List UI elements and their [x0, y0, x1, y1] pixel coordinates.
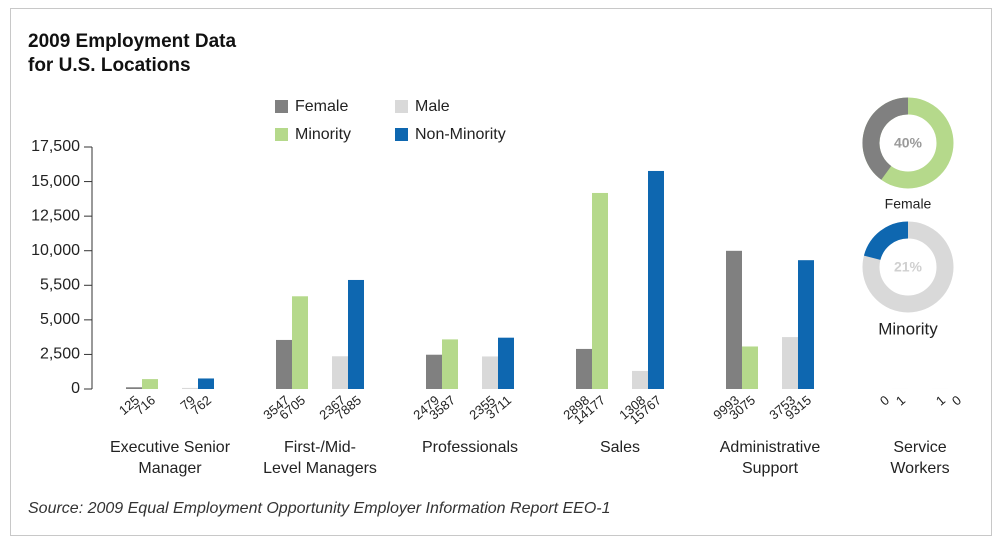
bar: [276, 339, 292, 389]
bar: [182, 387, 198, 389]
bar: [142, 379, 158, 389]
legend-swatch: [275, 100, 288, 113]
bar: [426, 354, 442, 389]
bar: [726, 250, 742, 389]
bar: [782, 337, 798, 389]
value-label: 0: [949, 392, 964, 408]
x-tick-label: Executive Senior Manager: [109, 439, 231, 477]
donut-title: Female: [885, 196, 932, 212]
legend-label: Non-Minority: [415, 126, 506, 143]
bar: [126, 387, 142, 389]
legend-label: Female: [295, 98, 348, 115]
legend-swatch: [275, 128, 288, 141]
bar: [498, 337, 514, 389]
value-label: 716: [132, 392, 158, 417]
donut-title: Minority: [878, 319, 938, 338]
x-tick-label: Service Workers: [890, 439, 950, 477]
donut-segment: [863, 221, 909, 261]
donut-value-label: 40%: [894, 135, 923, 151]
bar: [576, 348, 592, 389]
bar: [482, 356, 498, 389]
value-label: 1: [933, 392, 948, 408]
y-tick-label: 5,000: [40, 311, 80, 328]
x-tick-label: Professionals: [421, 439, 519, 456]
legend-swatch: [395, 128, 408, 141]
donut-value-label: 21%: [894, 259, 923, 275]
legend-label: Male: [415, 98, 450, 115]
bar: [292, 296, 308, 389]
source-note: Source: 2009 Equal Employment Opportunit…: [28, 500, 611, 517]
y-tick-label: 0: [71, 380, 80, 397]
bar: [442, 339, 458, 389]
bar: [798, 260, 814, 389]
donut-segment: [862, 97, 909, 180]
value-label: 0: [877, 392, 892, 408]
x-tick-label: Administrative Support: [719, 439, 821, 477]
y-tick-label: 10,000: [31, 242, 80, 259]
bar: [332, 356, 348, 389]
bar: [592, 192, 608, 389]
y-tick-label: 12,500: [31, 207, 80, 224]
bar: [198, 378, 214, 389]
bar: [348, 279, 364, 389]
y-tick-label: 5,500: [40, 277, 80, 294]
chart-title: 2009 Employment Data for U.S. Locations: [28, 31, 237, 76]
bar: [742, 346, 758, 389]
legend-label: Minority: [295, 126, 351, 143]
x-tick-label: First-/Mid- Level Managers: [263, 439, 377, 477]
bar: [648, 170, 664, 389]
x-tick-label: Sales: [599, 439, 641, 456]
frame: [10, 8, 992, 536]
y-tick-label: 15,000: [31, 173, 80, 190]
value-label: 762: [188, 392, 214, 417]
y-tick-label: 2,500: [40, 346, 80, 363]
bar: [632, 370, 648, 389]
value-label: 1: [893, 392, 908, 408]
legend-swatch: [395, 100, 408, 113]
y-tick-label: 17,500: [31, 138, 80, 155]
